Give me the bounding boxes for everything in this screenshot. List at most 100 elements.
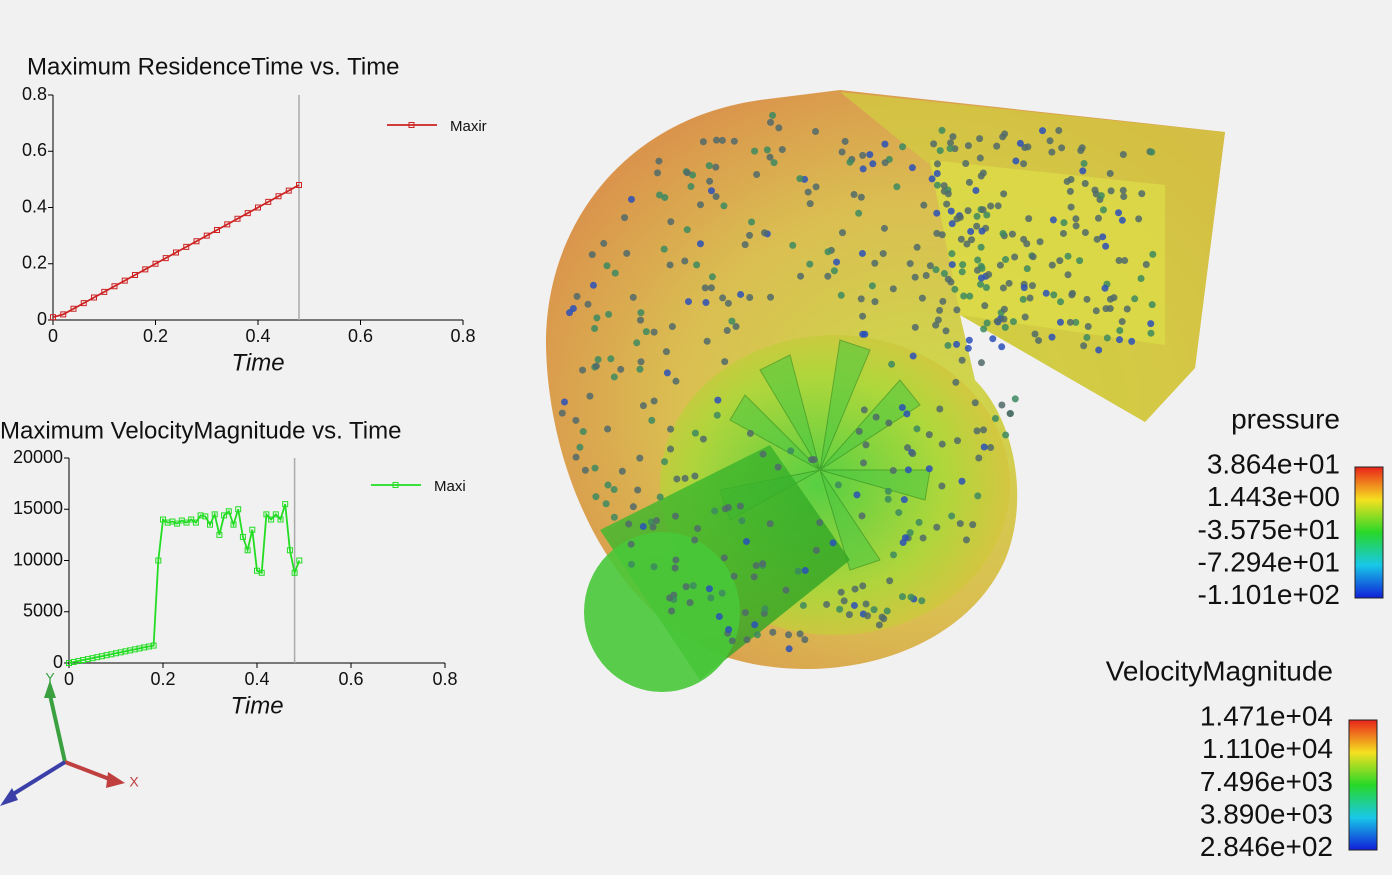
particle <box>886 577 894 585</box>
colorbar-label: 2.846e+02 <box>1200 831 1333 862</box>
colorbar-title: pressure <box>1231 403 1340 434</box>
particle <box>944 275 952 283</box>
particle <box>870 606 878 614</box>
particle <box>720 554 728 562</box>
particle <box>1118 216 1126 224</box>
series-line <box>68 503 301 664</box>
particle <box>1021 313 1029 321</box>
particle <box>699 435 707 443</box>
particle <box>996 261 1004 269</box>
particle <box>898 404 906 412</box>
legend-marker <box>408 122 415 128</box>
particle <box>911 323 919 331</box>
particle <box>960 292 968 300</box>
particle <box>650 328 658 336</box>
particle <box>1149 250 1157 258</box>
particle <box>1106 305 1114 313</box>
particle <box>1116 326 1124 334</box>
particle <box>958 268 966 276</box>
particle <box>911 273 919 281</box>
particle <box>998 343 1006 351</box>
particle <box>978 264 986 272</box>
particle <box>1116 336 1124 344</box>
particle <box>1066 318 1074 326</box>
particle <box>859 582 867 590</box>
point-marker <box>203 232 210 239</box>
particle <box>959 261 967 269</box>
particle <box>974 492 982 500</box>
colorbar-label: -7.294e+01 <box>1198 546 1340 577</box>
particle <box>592 362 600 370</box>
y-tick-label: 10000 <box>13 549 63 569</box>
particle <box>1008 230 1016 238</box>
particle <box>1000 305 1008 313</box>
particle <box>746 231 754 239</box>
particle <box>797 272 805 280</box>
particle <box>1138 190 1146 198</box>
particle <box>759 560 767 568</box>
particle <box>871 259 879 267</box>
particle <box>573 292 581 300</box>
particle <box>948 512 956 520</box>
particle <box>985 271 993 279</box>
particle <box>1023 265 1031 273</box>
particle <box>572 416 580 424</box>
particle <box>661 194 669 202</box>
particle <box>558 409 566 417</box>
particle <box>977 280 985 288</box>
x-axis-label: Time <box>231 349 284 376</box>
particle <box>1035 336 1043 344</box>
particle <box>860 406 868 414</box>
particle <box>796 630 804 638</box>
particle <box>906 260 914 268</box>
point-marker <box>60 311 67 318</box>
particle <box>1102 242 1110 250</box>
particle <box>918 597 926 605</box>
particle <box>666 594 674 602</box>
point-marker <box>258 569 265 576</box>
particle <box>691 536 699 544</box>
particle <box>846 158 854 166</box>
particle <box>591 325 599 333</box>
point-marker <box>214 227 220 233</box>
particle <box>859 165 867 173</box>
particle <box>1042 289 1050 297</box>
particle <box>944 341 952 349</box>
particle <box>938 482 946 490</box>
point-marker <box>192 519 199 526</box>
particle <box>974 256 982 264</box>
particle <box>900 496 908 504</box>
particle <box>862 600 870 608</box>
particle <box>1084 322 1092 330</box>
particle <box>627 195 635 203</box>
x-tick-label: 0 <box>64 669 74 689</box>
particle <box>683 226 691 234</box>
y-tick-label: 0 <box>53 652 63 672</box>
chart-title: Maximum ResidenceTime vs. Time <box>27 53 400 80</box>
particle <box>930 140 938 148</box>
particle <box>712 163 720 171</box>
particle <box>901 534 909 542</box>
particle <box>1076 257 1084 265</box>
particle <box>934 316 942 324</box>
particle <box>1066 187 1074 195</box>
particle <box>977 243 985 251</box>
particle <box>1001 323 1009 331</box>
x-tick-label: 0.4 <box>244 669 269 689</box>
particle <box>736 502 744 510</box>
particle <box>691 472 699 480</box>
particle <box>799 601 807 609</box>
particle <box>859 312 867 320</box>
particle <box>812 546 820 554</box>
particle <box>663 369 671 377</box>
x-tick-label: 0.6 <box>338 669 363 689</box>
particle <box>858 249 866 257</box>
particle <box>610 373 618 381</box>
particle <box>804 188 812 196</box>
particle <box>964 142 972 150</box>
particle <box>1067 203 1075 211</box>
particle <box>801 636 809 644</box>
point-marker <box>286 547 293 554</box>
particle <box>1012 157 1020 165</box>
colorbar-label: 1.443e+00 <box>1207 481 1340 512</box>
